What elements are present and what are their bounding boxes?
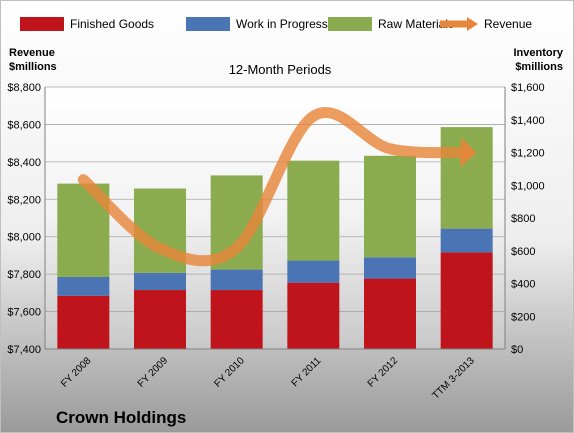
legend-label: Work in Progress [236, 17, 328, 31]
right-tick-label: $600 [511, 246, 535, 258]
bar-work-in-progress [440, 228, 493, 253]
left-tick-label: $8,200 [7, 194, 41, 206]
left-axis-title-line2: $millions [9, 61, 57, 73]
bar-finished-goods [57, 295, 110, 349]
left-tick-label: $8,600 [7, 119, 41, 131]
revenue-line-layer [77, 107, 477, 267]
left-axis-title-line1: Revenue [9, 47, 55, 59]
revenue-line [77, 107, 473, 267]
legend-label: Raw Materials [378, 17, 454, 31]
bar-raw-materials [364, 155, 416, 258]
bar-work-in-progress [57, 276, 110, 296]
left-tick-label: $8,800 [7, 82, 41, 94]
bar-finished-goods [440, 252, 493, 349]
chart-subtitle: 12-Month Periods [229, 62, 332, 77]
bar-work-in-progress [364, 257, 416, 279]
left-tick-label: $7,600 [7, 307, 41, 319]
bar-raw-materials [440, 127, 493, 229]
legend-swatch-arrow [467, 17, 478, 31]
bar-work-in-progress [134, 272, 186, 291]
bar-finished-goods [287, 282, 340, 349]
bar-work-in-progress [287, 260, 340, 283]
right-axis-title-line2: $millions [515, 61, 563, 73]
revenue-arrowhead [459, 137, 477, 168]
left-tick-label: $7,800 [7, 269, 41, 281]
right-tick-label: $1,400 [511, 115, 545, 127]
company-name: Crown Holdings [56, 408, 186, 427]
legend-swatch [20, 17, 64, 31]
bar-finished-goods [210, 290, 263, 349]
right-tick-label: $0 [511, 344, 523, 356]
right-axis-title-line1: Inventory [513, 47, 563, 59]
legend-label: Revenue [484, 17, 532, 31]
left-tick-label: $7,400 [7, 344, 41, 356]
legend: Finished Goods Work in Progress Raw Materi… [20, 17, 532, 31]
left-tick-label: $8,400 [7, 157, 41, 169]
left-tick-label: $8,000 [7, 232, 41, 244]
legend-label: Finished Goods [70, 17, 154, 31]
right-tick-label: $400 [511, 279, 535, 291]
right-tick-label: $1,000 [511, 180, 545, 192]
bar-raw-materials [287, 160, 340, 261]
bar-work-in-progress [210, 269, 263, 291]
bar-finished-goods [364, 278, 416, 349]
right-tick-label: $800 [511, 213, 535, 225]
right-tick-label: $1,600 [511, 82, 545, 94]
right-tick-label: $200 [511, 311, 535, 323]
legend-swatch [186, 17, 230, 31]
right-tick-label: $1,200 [511, 148, 545, 160]
legend-swatch [328, 17, 372, 31]
bar-finished-goods [134, 290, 186, 349]
gridlines [45, 86, 505, 350]
